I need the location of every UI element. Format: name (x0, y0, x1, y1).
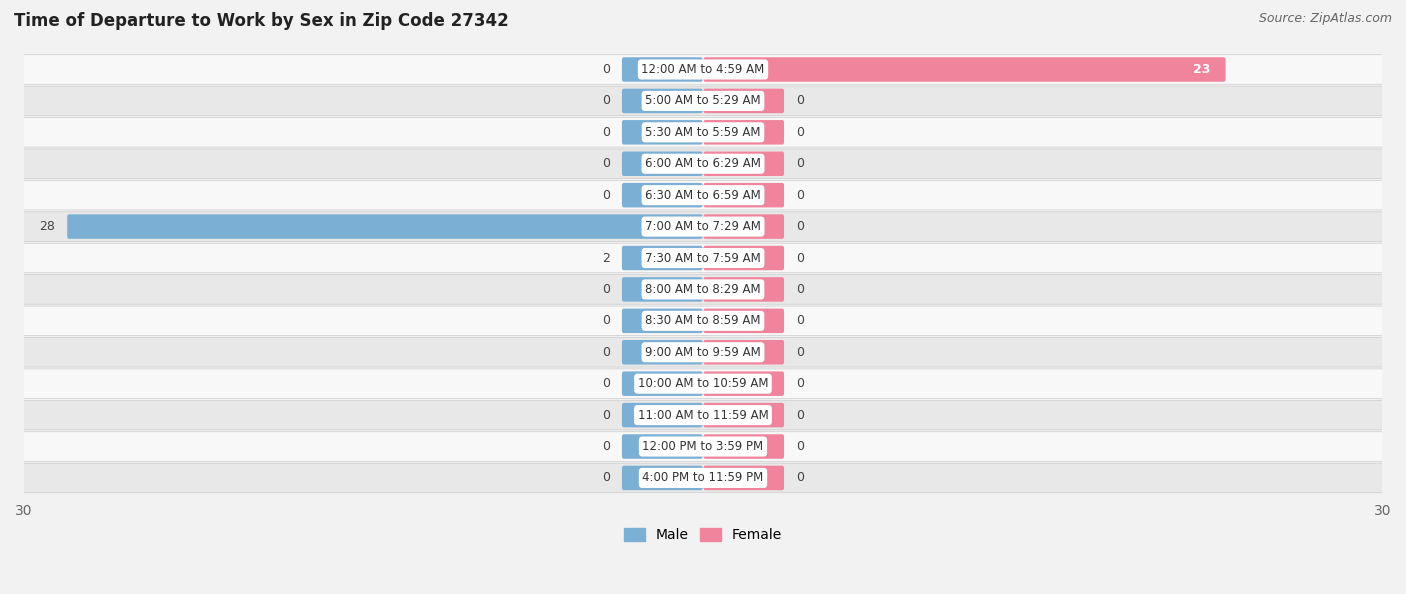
FancyBboxPatch shape (621, 89, 703, 113)
FancyBboxPatch shape (703, 120, 785, 144)
FancyBboxPatch shape (703, 57, 1226, 82)
FancyBboxPatch shape (703, 183, 785, 207)
FancyBboxPatch shape (22, 432, 1384, 462)
Text: 6:30 AM to 6:59 AM: 6:30 AM to 6:59 AM (645, 189, 761, 202)
FancyBboxPatch shape (621, 340, 703, 365)
FancyBboxPatch shape (621, 120, 703, 144)
Text: 5:30 AM to 5:59 AM: 5:30 AM to 5:59 AM (645, 126, 761, 139)
Text: 0: 0 (796, 377, 804, 390)
Text: 0: 0 (796, 346, 804, 359)
FancyBboxPatch shape (621, 403, 703, 427)
FancyBboxPatch shape (703, 151, 785, 176)
Text: 7:30 AM to 7:59 AM: 7:30 AM to 7:59 AM (645, 251, 761, 264)
FancyBboxPatch shape (703, 371, 785, 396)
Text: 9:00 AM to 9:59 AM: 9:00 AM to 9:59 AM (645, 346, 761, 359)
Text: 0: 0 (796, 189, 804, 202)
Text: 10:00 AM to 10:59 AM: 10:00 AM to 10:59 AM (638, 377, 768, 390)
Text: 0: 0 (796, 472, 804, 485)
Text: 0: 0 (602, 472, 610, 485)
Text: 0: 0 (602, 440, 610, 453)
Text: 0: 0 (602, 283, 610, 296)
Legend: Male, Female: Male, Female (619, 523, 787, 548)
FancyBboxPatch shape (703, 246, 785, 270)
FancyBboxPatch shape (621, 466, 703, 490)
FancyBboxPatch shape (703, 403, 785, 427)
Text: 7:00 AM to 7:29 AM: 7:00 AM to 7:29 AM (645, 220, 761, 233)
FancyBboxPatch shape (22, 463, 1384, 492)
FancyBboxPatch shape (22, 149, 1384, 179)
Text: 11:00 AM to 11:59 AM: 11:00 AM to 11:59 AM (638, 409, 768, 422)
FancyBboxPatch shape (621, 434, 703, 459)
Text: 8:30 AM to 8:59 AM: 8:30 AM to 8:59 AM (645, 314, 761, 327)
Text: 0: 0 (796, 314, 804, 327)
FancyBboxPatch shape (67, 214, 703, 239)
FancyBboxPatch shape (621, 371, 703, 396)
Text: 0: 0 (796, 126, 804, 139)
Text: 23: 23 (1192, 63, 1211, 76)
Text: Time of Departure to Work by Sex in Zip Code 27342: Time of Departure to Work by Sex in Zip … (14, 12, 509, 30)
FancyBboxPatch shape (621, 57, 703, 82)
FancyBboxPatch shape (22, 212, 1384, 241)
FancyBboxPatch shape (22, 306, 1384, 336)
Text: 0: 0 (602, 409, 610, 422)
Text: 2: 2 (602, 251, 610, 264)
FancyBboxPatch shape (22, 274, 1384, 304)
Text: 12:00 AM to 4:59 AM: 12:00 AM to 4:59 AM (641, 63, 765, 76)
Text: 0: 0 (796, 440, 804, 453)
FancyBboxPatch shape (703, 89, 785, 113)
Text: 0: 0 (602, 346, 610, 359)
Text: 28: 28 (39, 220, 55, 233)
Text: 4:00 PM to 11:59 PM: 4:00 PM to 11:59 PM (643, 472, 763, 485)
Text: 0: 0 (602, 94, 610, 108)
FancyBboxPatch shape (22, 118, 1384, 147)
FancyBboxPatch shape (22, 243, 1384, 273)
FancyBboxPatch shape (703, 466, 785, 490)
FancyBboxPatch shape (703, 277, 785, 302)
Text: 0: 0 (796, 409, 804, 422)
Text: 0: 0 (602, 377, 610, 390)
FancyBboxPatch shape (22, 55, 1384, 84)
Text: 0: 0 (796, 283, 804, 296)
Text: 0: 0 (602, 126, 610, 139)
FancyBboxPatch shape (621, 246, 703, 270)
Text: 0: 0 (602, 189, 610, 202)
FancyBboxPatch shape (621, 183, 703, 207)
FancyBboxPatch shape (703, 214, 785, 239)
Text: 5:00 AM to 5:29 AM: 5:00 AM to 5:29 AM (645, 94, 761, 108)
Text: 0: 0 (796, 94, 804, 108)
Text: 0: 0 (602, 157, 610, 170)
FancyBboxPatch shape (22, 400, 1384, 430)
FancyBboxPatch shape (621, 277, 703, 302)
FancyBboxPatch shape (703, 434, 785, 459)
Text: 0: 0 (602, 63, 610, 76)
Text: Source: ZipAtlas.com: Source: ZipAtlas.com (1258, 12, 1392, 25)
FancyBboxPatch shape (703, 340, 785, 365)
FancyBboxPatch shape (621, 309, 703, 333)
FancyBboxPatch shape (703, 309, 785, 333)
Text: 0: 0 (796, 251, 804, 264)
FancyBboxPatch shape (621, 151, 703, 176)
Text: 12:00 PM to 3:59 PM: 12:00 PM to 3:59 PM (643, 440, 763, 453)
Text: 8:00 AM to 8:29 AM: 8:00 AM to 8:29 AM (645, 283, 761, 296)
Text: 6:00 AM to 6:29 AM: 6:00 AM to 6:29 AM (645, 157, 761, 170)
Text: 0: 0 (796, 157, 804, 170)
Text: 0: 0 (602, 314, 610, 327)
FancyBboxPatch shape (22, 86, 1384, 116)
FancyBboxPatch shape (22, 337, 1384, 367)
FancyBboxPatch shape (22, 369, 1384, 399)
FancyBboxPatch shape (22, 181, 1384, 210)
Text: 0: 0 (796, 220, 804, 233)
